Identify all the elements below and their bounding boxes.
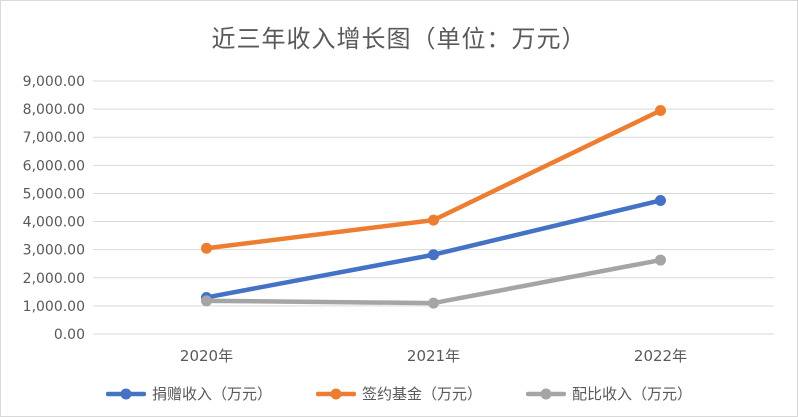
series-2 (201, 254, 666, 309)
series-line-2 (204, 257, 663, 306)
y-tick-label-1: 1,000.00 (23, 299, 85, 315)
y-tick-label-4: 4,000.00 (23, 215, 85, 231)
data-point-1-1 (428, 214, 439, 226)
data-point-2-1 (428, 297, 439, 309)
y-tick-label-3: 3,000.00 (23, 243, 85, 259)
y-axis-ticks: 0.00 1,000.00 2,000.00 3,000.00 4,000.00 5,00… (23, 74, 85, 343)
data-point-0-1 (428, 249, 439, 261)
legend-label-1: 签约基金（万元） (361, 385, 482, 403)
legend-label-2: 配比收入（万元） (572, 385, 693, 403)
x-tick-label-0: 2020年 (180, 347, 233, 365)
series-layer (201, 105, 666, 309)
y-tick-label-2: 2,000.00 (23, 271, 85, 287)
data-point-1-0 (201, 242, 212, 254)
y-tick-label-7: 7,000.00 (23, 130, 85, 146)
legend-item-0: 捐赠收入（万元） (105, 383, 272, 404)
x-tick-label-1: 2021年 (407, 347, 460, 365)
legend-item-1: 签约基金（万元） (315, 383, 482, 404)
legend-swatch-0 (105, 388, 146, 399)
y-tick-label-9: 9,000.00 (23, 74, 85, 90)
data-point-2-0 (201, 295, 212, 307)
chart-title: 近三年收入增长图（单位：万元） (211, 25, 587, 53)
y-tick-label-5: 5,000.00 (23, 186, 85, 202)
series-0 (201, 194, 666, 303)
legend-item-2: 配比收入（万元） (526, 383, 692, 404)
legend-label-0: 捐赠收入（万元） (151, 385, 272, 403)
legend-swatch-1 (315, 388, 356, 399)
series-1 (201, 105, 666, 254)
y-tick-label-6: 6,000.00 (23, 158, 85, 174)
series-line-1 (204, 108, 663, 251)
legend: 捐赠收入（万元） 签约基金（万元） 配比收入（万元） (1, 383, 797, 404)
data-point-2-2 (655, 254, 666, 266)
data-point-0-2 (655, 194, 666, 206)
y-tick-label-8: 8,000.00 (23, 102, 85, 118)
x-axis-ticks: 2020年 2021年 2022年 (180, 347, 687, 365)
data-point-1-2 (655, 105, 666, 117)
gridlines (93, 80, 774, 335)
x-tick-label-2: 2022年 (634, 347, 687, 365)
legend-swatch-2 (526, 388, 566, 399)
y-tick-label-0: 0.00 (54, 327, 85, 343)
